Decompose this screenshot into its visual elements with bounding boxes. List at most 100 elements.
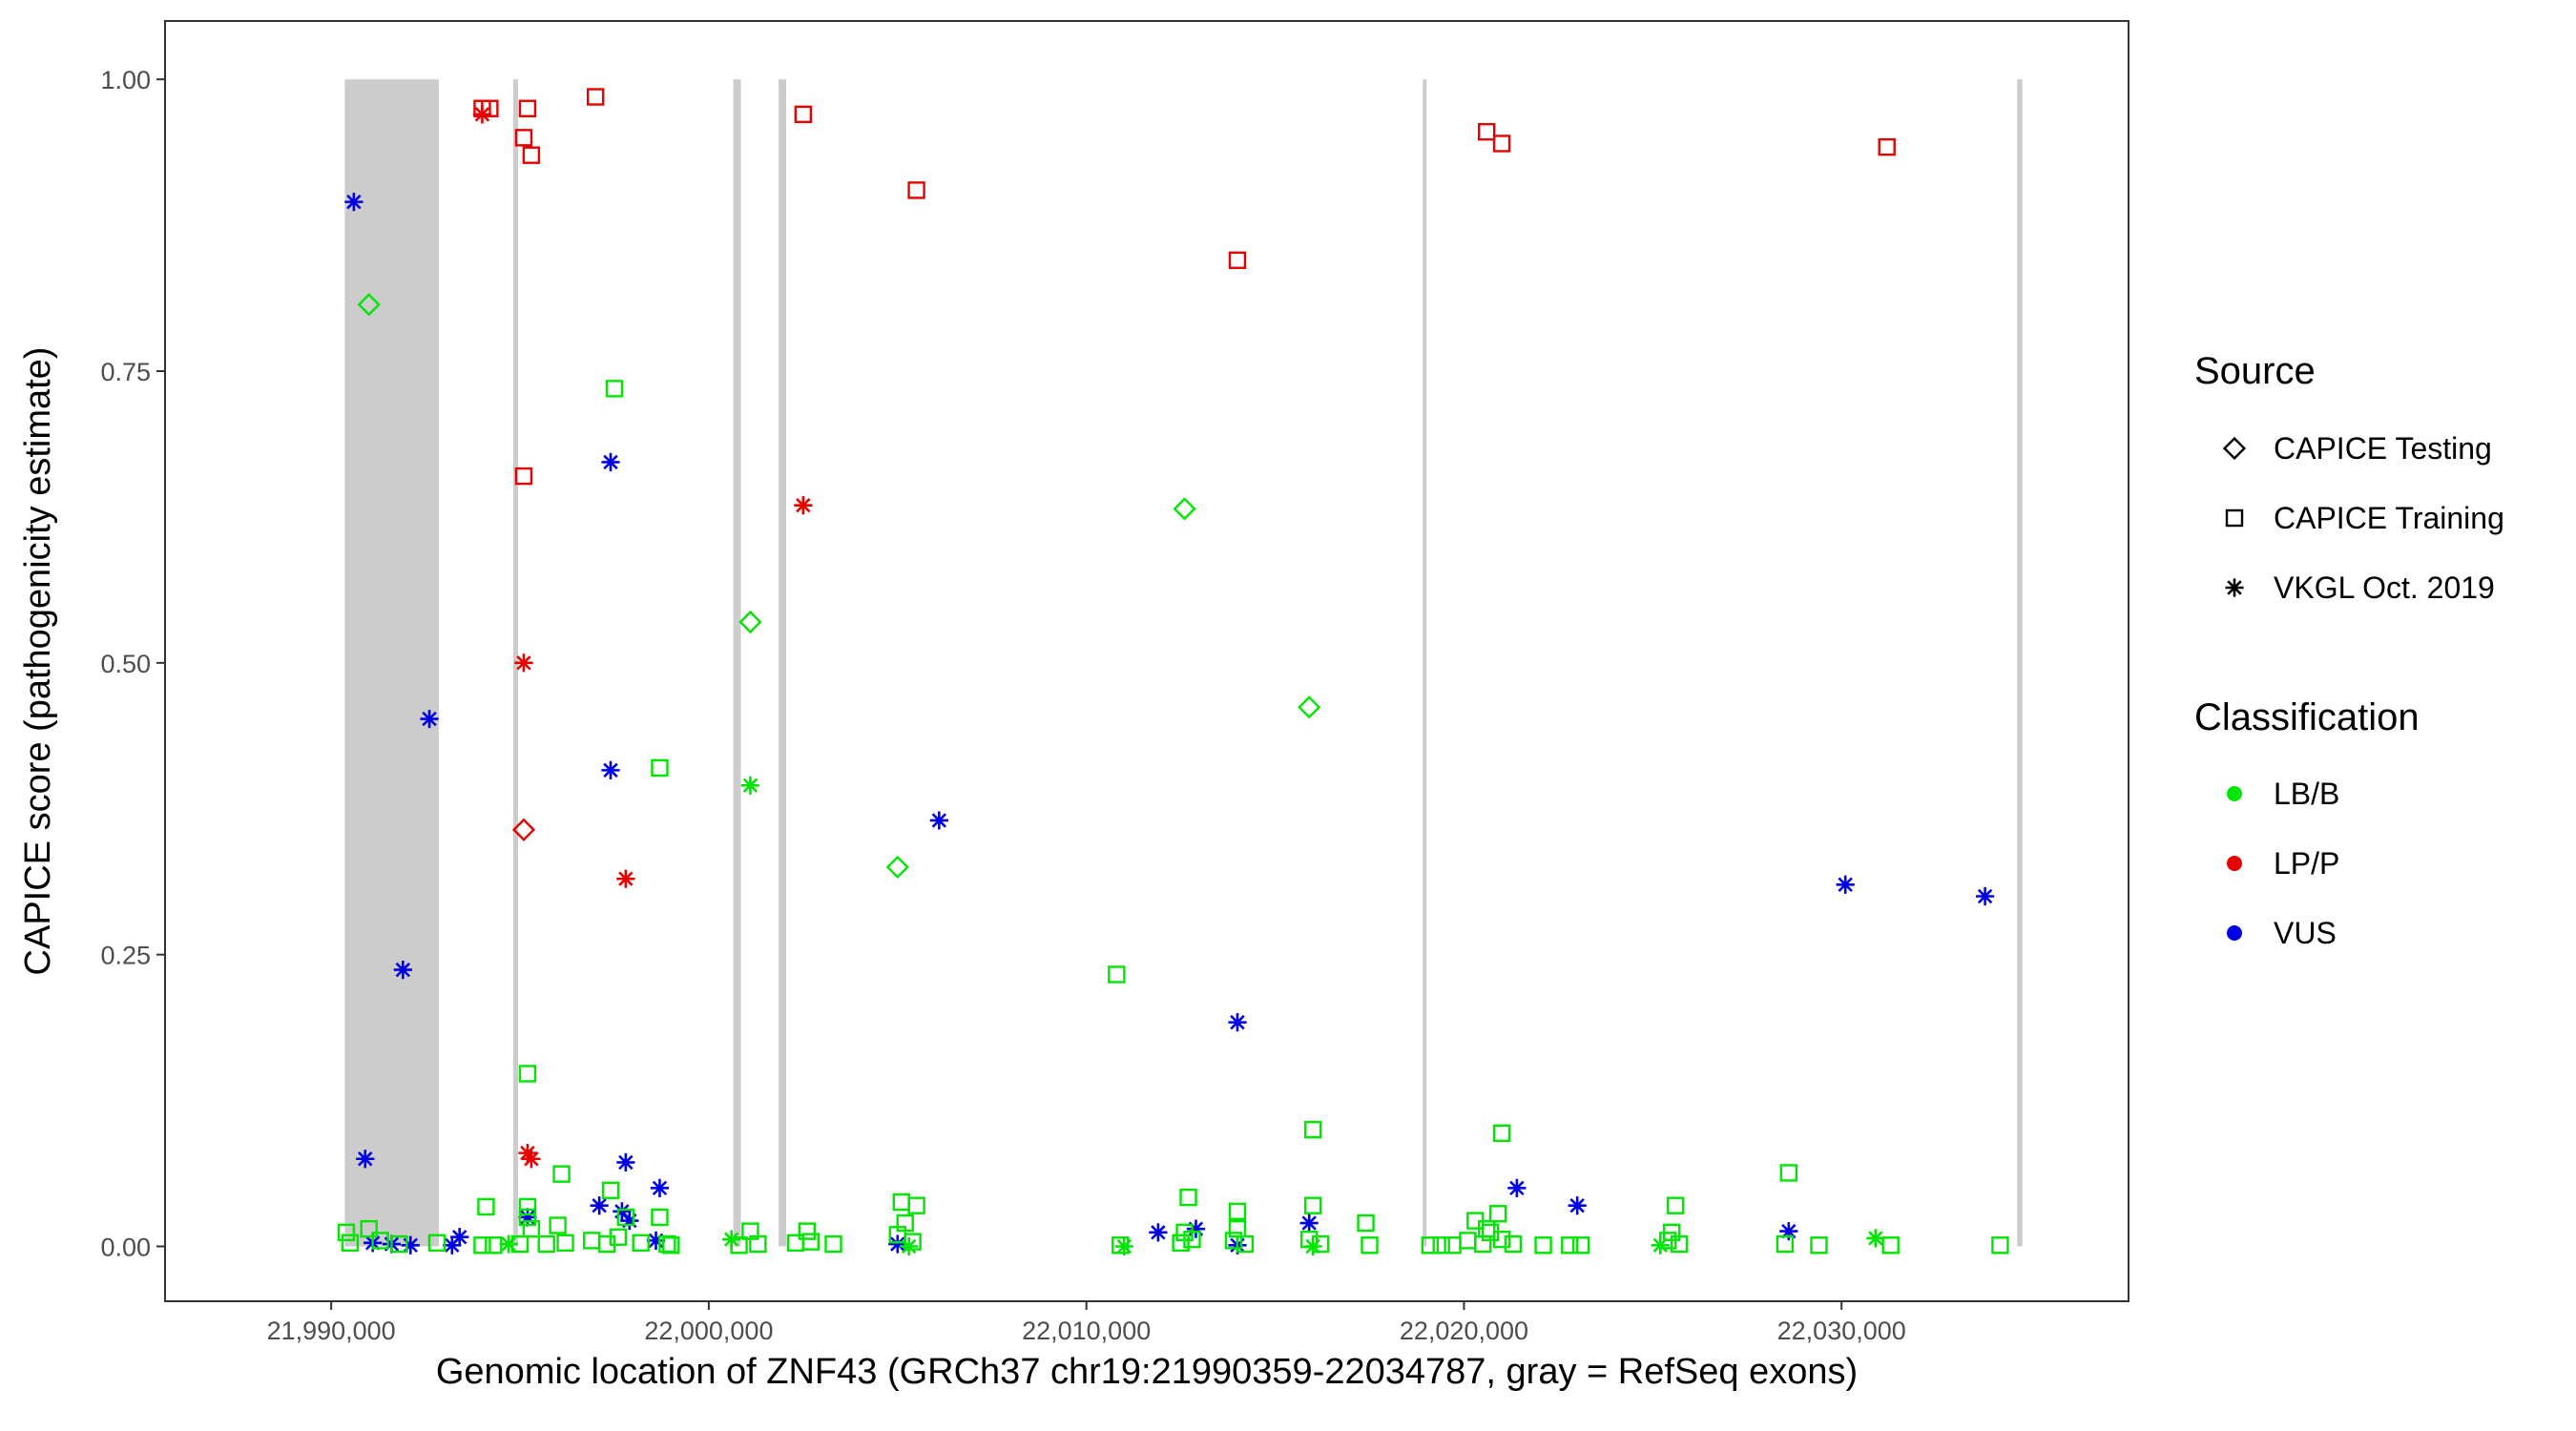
x-tick-label: 21,990,000 (267, 1317, 396, 1345)
data-point-square (1878, 137, 1896, 156)
data-point-asterisk (1299, 1213, 1319, 1233)
legend-classification-items: LB/B LP/P VUS (2227, 777, 2339, 950)
data-point-square (1172, 1234, 1190, 1253)
data-point-square (1228, 251, 1247, 269)
x-tick-label: 22,000,000 (644, 1317, 773, 1345)
data-point-square (609, 1228, 628, 1246)
data-point-asterisk (393, 960, 412, 980)
data-point-square (605, 380, 624, 398)
data-point-asterisk (344, 193, 364, 212)
data-point-diamond (738, 610, 762, 634)
legend-class-label: LB/B (2274, 777, 2339, 811)
y-tick-label: 0.25 (100, 942, 151, 970)
data-point-square (360, 1219, 378, 1238)
data-point-square (537, 1234, 555, 1254)
data-point-square (341, 1234, 360, 1253)
exon-band (2017, 79, 2023, 1247)
data-point-asterisk (1507, 1178, 1527, 1197)
data-point-diamond (357, 293, 381, 317)
legend-key-square (2225, 508, 2244, 528)
data-point-square (518, 99, 537, 117)
data-point-square (1236, 1234, 1255, 1254)
data-point-square (1477, 1219, 1496, 1238)
legend-key-dot (2227, 925, 2242, 941)
data-point-asterisk (1976, 886, 1995, 906)
legend-key-dot (2227, 856, 2242, 871)
data-point-square (1492, 1124, 1511, 1143)
data-point-square (730, 1236, 748, 1255)
data-point-asterisk (1836, 875, 1855, 894)
data-point-square (556, 1234, 574, 1253)
data-point-square (794, 105, 813, 124)
data-point-square (1991, 1236, 2009, 1255)
data-point-square (651, 758, 669, 778)
data-point-asterisk (740, 776, 760, 795)
legend-source-label: CAPICE Training (2274, 501, 2504, 535)
data-point-square (1670, 1234, 1689, 1254)
data-point-asterisk (1779, 1221, 1798, 1241)
data-point-diamond (511, 818, 536, 841)
data-point-asterisk (888, 1234, 907, 1254)
data-point-asterisk (514, 653, 533, 673)
data-point-square (907, 181, 925, 199)
data-point-square (1571, 1236, 1590, 1255)
data-point-square (904, 1233, 922, 1251)
x-tick-label: 22,020,000 (1400, 1317, 1528, 1345)
exon-band (344, 79, 439, 1247)
legend-classification-title: Classification (2194, 696, 2420, 738)
data-point-asterisk (601, 452, 620, 472)
data-points (337, 88, 2009, 1256)
data-point-square (1361, 1236, 1379, 1255)
data-point-asterisk (929, 811, 948, 830)
data-point-square (1488, 1205, 1507, 1223)
data-point-asterisk (794, 496, 813, 515)
data-point-square (1534, 1236, 1552, 1255)
data-point-square (1303, 1196, 1322, 1214)
data-point-square (749, 1234, 767, 1254)
data-point-square (1881, 1236, 1900, 1255)
data-point-square (1421, 1236, 1440, 1255)
data-point-asterisk (1149, 1223, 1168, 1242)
y-tick-label: 0.75 (100, 358, 151, 386)
legend-source-label: CAPICE Testing (2274, 431, 2492, 466)
legend-source-items: CAPICE Testing CAPICE Training VKGL Oct. 2… (2222, 431, 2504, 605)
x-tick-label: 22,010,000 (1022, 1317, 1151, 1345)
legend-class-label: VUS (2274, 916, 2337, 950)
plot-panel-border (164, 20, 2129, 1302)
data-point-square (824, 1234, 842, 1254)
data-point-square (1561, 1236, 1579, 1255)
data-point-asterisk (590, 1196, 609, 1215)
data-point-square (801, 1233, 820, 1251)
exon-band (733, 79, 741, 1247)
legend-key-diamond (2222, 436, 2247, 461)
legend-source-label: VKGL Oct. 2019 (2274, 570, 2495, 605)
data-point-asterisk (522, 1150, 541, 1169)
data-point-square (522, 146, 541, 164)
data-point-square (658, 1234, 676, 1254)
legend-class-label: LP/P (2274, 846, 2339, 881)
data-point-square (1179, 1188, 1197, 1207)
data-point-square (552, 1165, 571, 1183)
data-point-square (651, 1208, 669, 1227)
data-point-square (1108, 965, 1126, 984)
data-point-square (1224, 1232, 1243, 1250)
data-point-square (1477, 123, 1496, 141)
legend-source-title: Source (2194, 350, 2316, 392)
data-point-asterisk (601, 760, 620, 779)
data-point-square (1504, 1234, 1523, 1254)
data-point-asterisk (472, 105, 492, 124)
data-point-square (1228, 1202, 1247, 1221)
data-point-square (662, 1236, 680, 1255)
y-axis: 0.00 0.25 0.50 0.75 1.00 (100, 66, 165, 1262)
data-point-square (1357, 1213, 1375, 1233)
data-point-square (1111, 1236, 1130, 1255)
data-point-square (1299, 1230, 1319, 1249)
data-point-square (427, 1234, 447, 1253)
data-point-square (616, 1208, 635, 1227)
data-point-asterisk (650, 1178, 670, 1197)
y-tick-label: 1.00 (100, 66, 151, 94)
data-point-asterisk (443, 1235, 462, 1255)
y-tick-label: 0.00 (100, 1234, 151, 1262)
data-point-diamond (1173, 497, 1196, 521)
